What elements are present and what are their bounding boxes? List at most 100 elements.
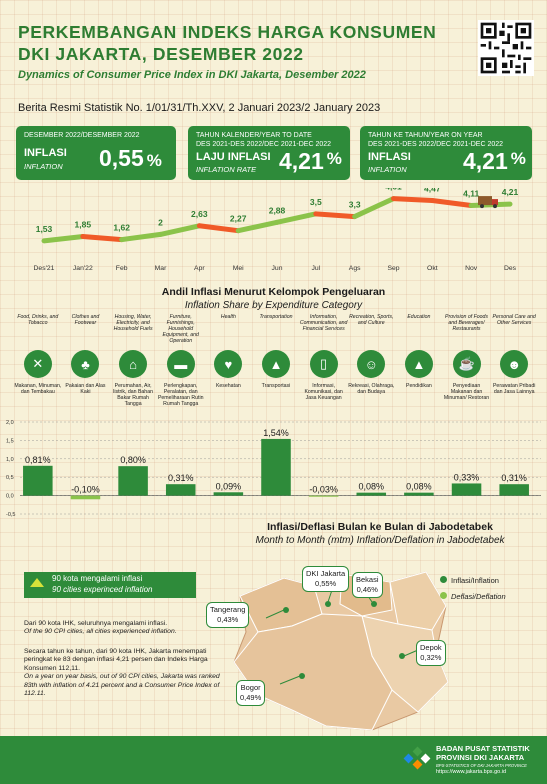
qr-code-icon[interactable] (478, 20, 534, 76)
trend-segment (429, 198, 474, 208)
footer-bar: BADAN PUSAT STATISTIK PROVINSI DKI JAKAR… (0, 736, 547, 784)
category-row: Food, Drinks, and Tobacco ✕ Makanan, Minum… (0, 312, 547, 412)
trend-value-label: 1,85 (75, 219, 92, 229)
card-label-en: INFLATION (368, 165, 407, 174)
trend-month-label: Apr (194, 265, 205, 272)
y-tick-label: 1,0 (6, 457, 14, 463)
category-name-en: Provision of Foods and Beverages/ Restau… (445, 314, 489, 332)
trend-segment (119, 231, 163, 243)
phone-icon: ▯ (309, 350, 338, 378)
bar-value-label: 0,08% (406, 482, 432, 492)
city-marker-jakarta (325, 601, 331, 607)
category-name-en: Education (407, 314, 431, 320)
house-icon: ⌂ (119, 350, 148, 378)
category-name-id: Kesehatan (215, 383, 241, 389)
inflation-trend-chart: 1,53 Des'21 1,85 Jan'22 1,62 Feb 2 Mar 2,63 Apr 2,… (34, 188, 519, 272)
trend-segment (235, 219, 280, 234)
bar-value-label: 0,31% (501, 473, 527, 483)
bar (213, 492, 244, 496)
trend-month-label: Mei (233, 265, 244, 272)
footer-website-link[interactable]: https://www.jakarta.bps.go.id (436, 769, 507, 775)
city-label-jakarta: DKI Jakarta 0,55% (302, 566, 350, 592)
card-label: INFLASI (24, 147, 67, 159)
dress-icon: ♣ (71, 350, 100, 378)
card-label: INFLASI (368, 151, 411, 163)
card-header-line2: DES 2021-DES 2022/DEC 2021-DEC 2022 (196, 140, 332, 148)
trend-value-label: 4,21 (502, 188, 519, 197)
y-tick-label: 2,0 (6, 420, 14, 426)
trend-month-label: Sep (387, 265, 399, 272)
city-label-bogor: Bogor 0,49% (236, 680, 266, 706)
expenditure-section-title: Andil Inflasi Menurut Kelompok Pengeluar… (161, 286, 386, 298)
card-value: 4,21% (279, 148, 342, 175)
graduation-cap-icon: ▲ (404, 350, 433, 378)
badge-line1: 90 kota mengalami inflasi (52, 574, 143, 583)
cities-paragraph: Dari 90 kota IHK, seluruhnya mengalami i… (24, 620, 224, 637)
trend-segment (196, 223, 241, 234)
ranking-paragraph: Secara tahun ke tahun, dari 90 kota IHK,… (24, 648, 224, 698)
trend-segment (274, 211, 319, 225)
card-header: TAHUN KE TAHUN/YEAR ON YEAR DES 2021-DES … (368, 132, 503, 149)
card-value-number: 4,21 (463, 148, 508, 174)
card-value-unit: % (510, 149, 526, 168)
category-name-en: Furniture, Furnishings, Household Equipm… (162, 314, 199, 344)
legend-inflation: Inflasi/Inflation (440, 573, 506, 589)
city-name: Tangerang (210, 605, 246, 614)
trend-value-label: 3,5 (310, 197, 322, 207)
trend-value-label: 4,47 (424, 188, 441, 194)
footer-org-line3: BPS-STATISTICS OF DKI JAKARTA PROVINCE (436, 763, 527, 768)
category-name-en: Personal Care and Other Services (492, 314, 536, 326)
category-name-id: Pakaian dan Alas Kaki (65, 383, 106, 395)
sofa-icon: ▬ (166, 350, 195, 378)
trend-month-label: Jun (272, 265, 283, 272)
city-name: DKI Jakarta (306, 569, 346, 578)
card-value: 0,55% (99, 145, 162, 172)
city-name: Bogor (240, 683, 261, 692)
bar (356, 492, 387, 496)
trend-segment (41, 233, 86, 244)
trend-month-label: Des (504, 265, 517, 272)
category-name-en: Recreation, Sports, and Culture (349, 314, 394, 326)
city-name: Bekasi (356, 575, 379, 584)
city-marker-bekasi (371, 601, 377, 607)
city-marker-depok (399, 653, 405, 659)
car-icon: ▲ (262, 350, 290, 378)
truck-icon (478, 196, 498, 209)
inflation-share-bar-chart: 2,0 1,5 1,0 0,5 0,0 -0,5 0,81% -0,10% 0,80% 0,31%… (6, 420, 541, 518)
bar-value-label: 1,54% (263, 428, 289, 438)
trend-value-label: 2 (158, 217, 163, 227)
para2-en: On a year on year basis, out of 90 CPI c… (24, 673, 220, 698)
trend-value-label: 4,11 (463, 188, 479, 198)
trend-value-label: 2,63 (191, 209, 208, 219)
category-name-en: Transportation (259, 314, 293, 320)
card-value: 4,21% (463, 148, 526, 175)
category-name-id: Perumahan, Air, listrik, dan Bahan Bakar… (113, 383, 153, 407)
badge-line2: 90 cities experinced inflation (52, 585, 153, 594)
category-name-id: Rekreasi, Olahraga, dan Budaya (348, 383, 395, 395)
bar-value-label: 0,09% (216, 481, 242, 491)
trend-month-label: Okt (427, 265, 438, 272)
bar (499, 484, 529, 496)
press-release-number: Berita Resmi Statistik No. 1/01/31/Th.XX… (18, 102, 381, 114)
category-name-id: Perlengkapan, Peralatan, dan Pemeliharaa… (157, 383, 204, 407)
bps-logo-icon (403, 746, 431, 770)
trend-value-label: 2,88 (269, 205, 286, 215)
person-care-icon: ☻ (500, 350, 529, 378)
city-label-tangerang: Tangerang 0,43% (206, 602, 250, 628)
trend-month-label: Jul (311, 265, 320, 272)
card-yoy-inflation: TAHUN KE TAHUN/YEAR ON YEAR DES 2021-DES … (360, 126, 532, 180)
card-value-unit: % (146, 151, 162, 170)
card-value-number: 0,55 (99, 145, 144, 171)
para1-id: Dari 90 kota IHK, seluruhnya mengalami i… (24, 620, 168, 627)
category-name-id: Penyediaan Makanan dan Minuman/ Restoran (443, 383, 490, 401)
bar (308, 495, 339, 497)
card-header: DESEMBER 2022/DESEMBER 2022 (24, 132, 140, 139)
trend-value-label: 1,53 (36, 224, 53, 234)
legend-inflation-label: Inflasi/Inflation (451, 576, 499, 585)
map-section-title: Inflasi/Deflasi Bulan ke Bulan di Jabode… (267, 521, 493, 533)
bar (23, 465, 53, 496)
city-value: 0,46% (356, 585, 378, 594)
city-label-bekasi: Bekasi 0,46% (352, 572, 383, 598)
page-subtitle: Dynamics of Consumer Price Index in DKI … (18, 69, 366, 81)
bar (261, 438, 291, 496)
